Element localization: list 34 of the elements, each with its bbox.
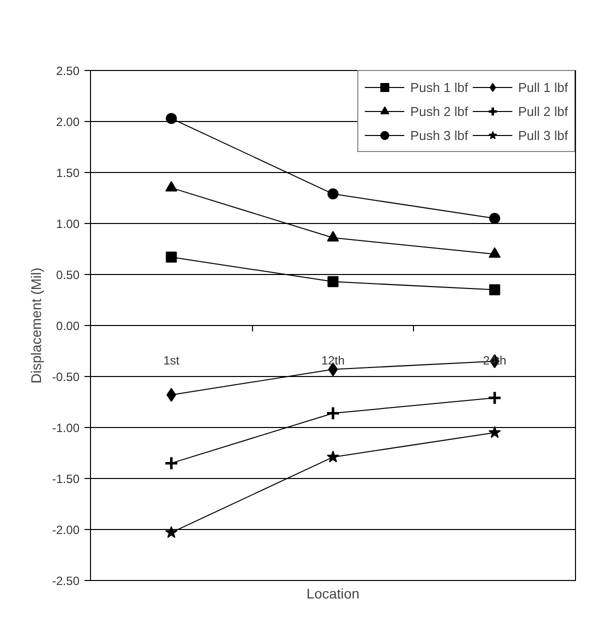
legend-label: Push 1 lbf — [410, 80, 468, 94]
y-tick-label: 2.00 — [56, 115, 80, 129]
point — [166, 252, 177, 263]
point — [164, 456, 179, 470]
y-axis-title: Displacement (Mil) — [28, 268, 44, 384]
x-axis-title: Location — [306, 586, 360, 602]
y-tick-label: -1.50 — [52, 472, 80, 486]
point — [488, 247, 501, 258]
legend-label: Pull 3 lbf — [518, 128, 568, 142]
point — [487, 390, 502, 406]
y-tick-label: -1.00 — [52, 421, 80, 435]
point — [489, 284, 500, 296]
point — [328, 188, 338, 200]
point — [488, 426, 501, 438]
y-tick-label: -2.00 — [52, 523, 80, 537]
y-tick-label: -2.50 — [52, 574, 80, 588]
legend-label: Pull 1 lbf — [518, 80, 568, 94]
y-tick-label: -0.50 — [52, 370, 80, 384]
legend-label: Push 2 lbf — [410, 104, 468, 118]
x-tick-label: 12th — [321, 354, 345, 368]
y-tick-label: 0.50 — [56, 268, 80, 282]
y-tick-label: 1.00 — [56, 217, 80, 231]
legend-label: Pull 2 lbf — [518, 104, 568, 118]
legend-label: Push 3 lbf — [410, 128, 468, 142]
point — [328, 276, 338, 288]
point — [166, 112, 177, 124]
y-tick-label: 2.50 — [56, 64, 80, 78]
x-tick-label: 1st — [163, 354, 180, 368]
point — [165, 526, 178, 538]
point — [326, 406, 340, 420]
point — [326, 450, 340, 462]
point — [489, 212, 500, 224]
y-tick-label: 1.50 — [56, 166, 80, 180]
y-tick-label: 0.00 — [56, 319, 80, 333]
